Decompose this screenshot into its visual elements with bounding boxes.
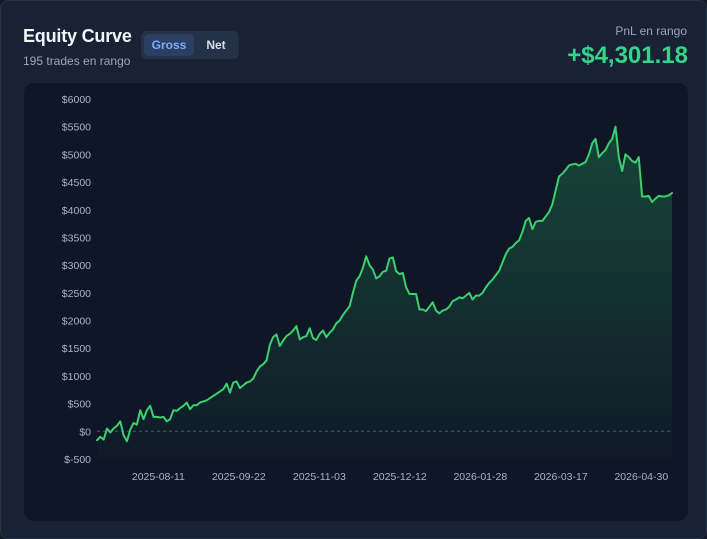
y-tick-label: $-500 <box>64 454 91 466</box>
equity-area-fill <box>97 126 672 459</box>
x-tick-label: 2025-09-22 <box>212 471 266 483</box>
x-tick-label: 2026-01-28 <box>453 471 507 483</box>
pnl-value: +$4,301.18 <box>567 42 688 69</box>
card-title: Equity Curve <box>23 26 132 46</box>
y-tick-label: $0 <box>79 426 91 438</box>
y-tick-label: $1000 <box>62 371 91 383</box>
y-tick-label: $6000 <box>62 94 91 106</box>
x-tick-label: 2026-03-17 <box>534 471 588 483</box>
trade-count-subtitle: 195 trades en rango <box>23 54 131 68</box>
equity-chart-area: $6000 $5500 $5000 $4500 $4000 $3500 $3000 $2500… <box>24 83 688 521</box>
x-tick-label: 2026-04-30 <box>614 471 668 483</box>
y-tick-label: $5500 <box>62 122 91 134</box>
y-tick-label: $2000 <box>62 316 91 328</box>
y-tick-label: $4500 <box>62 177 91 189</box>
y-tick-label: $2500 <box>62 288 91 300</box>
y-tick-label: $3500 <box>62 232 91 244</box>
gross-net-toggle: Gross Net <box>141 31 239 59</box>
y-tick-label: $3000 <box>62 260 91 272</box>
y-tick-label: $1500 <box>62 343 91 355</box>
y-tick-label: $5000 <box>62 149 91 161</box>
equity-line <box>96 125 673 443</box>
y-tick-label: $4000 <box>62 205 91 217</box>
x-tick-label: 2025-11-03 <box>293 471 346 483</box>
pnl-label: PnL en rango <box>615 24 687 38</box>
gross-toggle-button[interactable]: Gross <box>144 34 194 56</box>
y-tick-label: $500 <box>68 399 92 411</box>
x-tick-label: 2025-12-12 <box>373 471 427 483</box>
net-toggle-button[interactable]: Net <box>206 38 226 52</box>
x-tick-label: 2025-08-11 <box>132 471 185 483</box>
equity-chart: $6000 $5500 $5000 $4500 $4000 $3500 $3000 $2500… <box>62 94 673 483</box>
